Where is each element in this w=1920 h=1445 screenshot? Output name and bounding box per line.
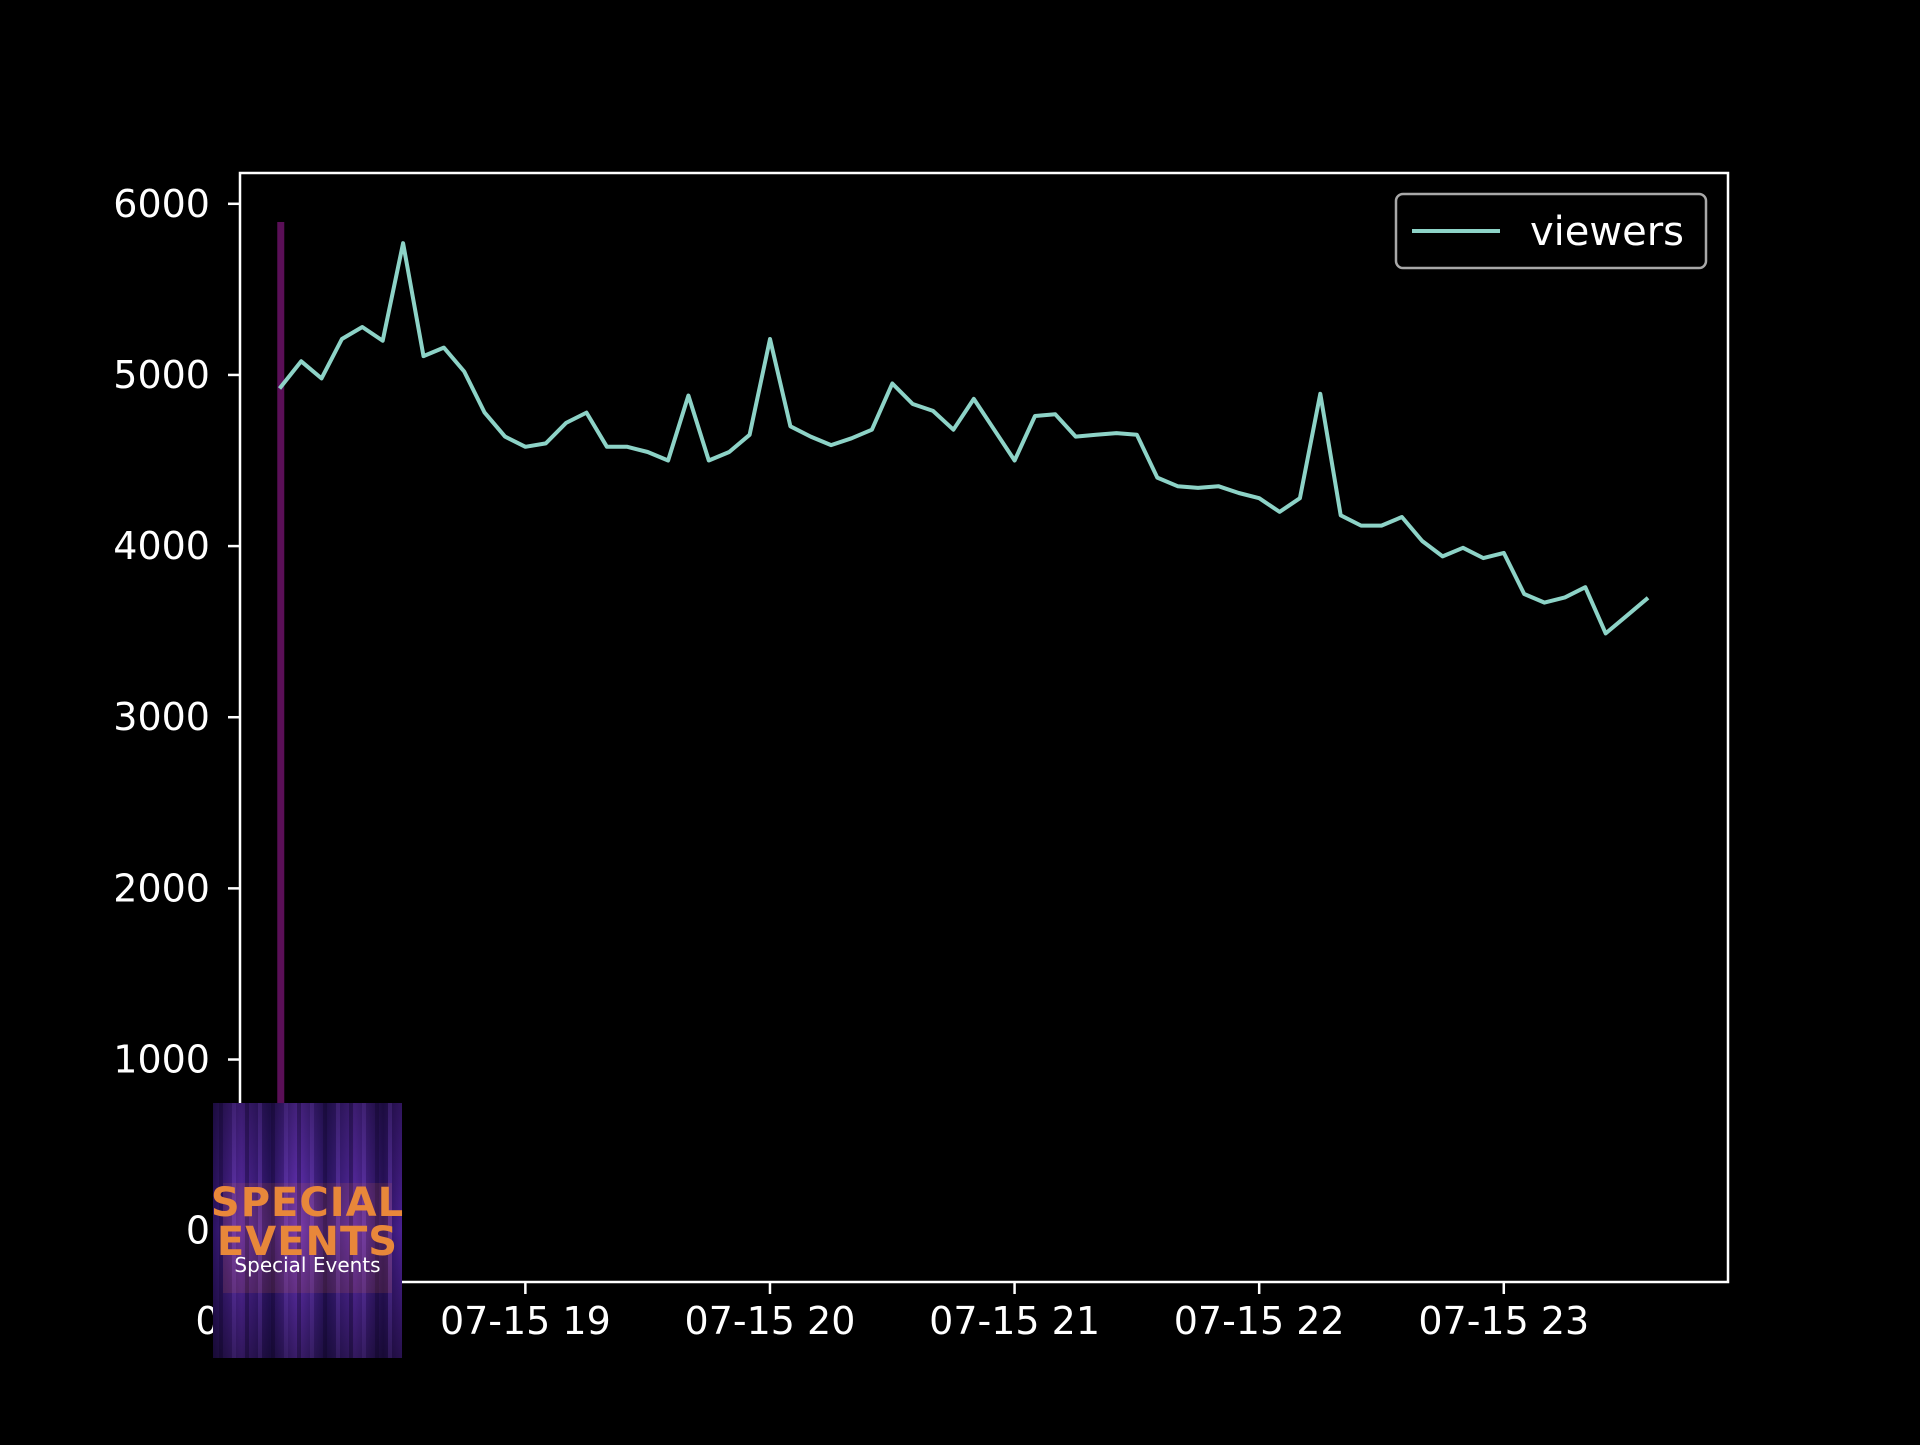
data-point: [1624, 614, 1628, 618]
data-point: [1237, 491, 1241, 495]
data-point: [1481, 556, 1485, 560]
data-point: [1074, 435, 1078, 439]
data-point: [1257, 496, 1261, 500]
legend: viewers: [1394, 192, 1708, 270]
data-point: [421, 354, 425, 358]
x-tick-label: 07-15 23: [1418, 1299, 1589, 1343]
data-point: [1522, 592, 1526, 596]
data-point: [1563, 595, 1567, 599]
x-tick-label: 07-15 19: [440, 1299, 611, 1343]
data-point: [1359, 524, 1363, 528]
y-tick-label: 6000: [113, 182, 210, 226]
data-point: [462, 370, 466, 374]
data-point: [870, 428, 874, 432]
data-point: [768, 337, 772, 341]
data-point: [972, 397, 976, 401]
data-point: [299, 359, 303, 363]
y-tick-label: 1000: [113, 1038, 210, 1082]
data-point: [1441, 554, 1445, 558]
plot-layer: [277, 222, 1650, 1110]
data-point: [788, 424, 792, 428]
thumbnail-shade: [213, 1103, 402, 1358]
data-point: [279, 385, 283, 389]
y-tick-label: 4000: [113, 524, 210, 568]
data-point: [1013, 459, 1017, 463]
data-point: [911, 402, 915, 406]
data-point: [1053, 412, 1057, 416]
data-point: [1583, 585, 1587, 589]
data-point: [1135, 433, 1139, 437]
data-point: [890, 382, 894, 386]
data-point: [727, 450, 731, 454]
data-point: [564, 421, 568, 425]
data-point: [829, 443, 833, 447]
data-point: [544, 441, 548, 445]
data-point: [401, 241, 405, 245]
data-point: [1216, 484, 1220, 488]
data-point: [646, 450, 650, 454]
data-point: [1604, 631, 1608, 635]
data-point: [340, 337, 344, 341]
x-tick-label: 07-15 22: [1174, 1299, 1345, 1343]
data-point: [1420, 539, 1424, 543]
thumbnail-title-line-2: EVENTS: [217, 1219, 398, 1265]
data-point: [381, 339, 385, 343]
data-point: [686, 393, 690, 397]
y-tick-label: 3000: [113, 695, 210, 739]
data-point: [1278, 510, 1282, 514]
y-tick-label: 2000: [113, 866, 210, 910]
y-tick-label: 5000: [113, 353, 210, 397]
data-point: [1502, 551, 1506, 555]
data-point: [523, 445, 527, 449]
data-point: [625, 445, 629, 449]
data-point: [1298, 496, 1302, 500]
data-point: [931, 409, 935, 413]
data-point: [360, 325, 364, 329]
data-point: [1176, 484, 1180, 488]
data-point: [1033, 414, 1037, 418]
data-point: [809, 435, 813, 439]
data-point: [951, 428, 955, 432]
data-point: [1379, 524, 1383, 528]
data-point: [320, 376, 324, 380]
data-point: [666, 459, 670, 463]
y-tick-label: 0: [186, 1209, 210, 1253]
x-tick-label: 07-15 21: [929, 1299, 1100, 1343]
series-line-viewers: [277, 241, 1650, 636]
legend-frame: [1394, 192, 1708, 270]
data-point: [1644, 597, 1648, 601]
axes-frame: [238, 171, 1730, 1284]
data-point: [585, 411, 589, 415]
data-point: [1155, 476, 1159, 480]
data-point: [1196, 486, 1200, 490]
data-point: [442, 346, 446, 350]
data-point: [748, 433, 752, 437]
data-point: [1339, 513, 1343, 517]
data-point: [483, 411, 487, 415]
data-point: [1094, 433, 1098, 437]
data-point: [850, 436, 854, 440]
data-point: [1114, 431, 1118, 435]
data-point: [1543, 601, 1547, 605]
thumbnail-glow: [223, 1183, 392, 1293]
thumbnail-caption: Special Events: [234, 1253, 380, 1277]
thumbnail-title-line-1: SPECIAL: [211, 1180, 404, 1226]
data-point: [992, 428, 996, 432]
data-point: [1400, 515, 1404, 519]
x-tick-label: 07-15 20: [685, 1299, 856, 1343]
data-point: [605, 445, 609, 449]
data-point: [1318, 392, 1322, 396]
legend-label-viewers: viewers: [1530, 209, 1684, 255]
data-point: [707, 459, 711, 463]
data-point: [1461, 546, 1465, 550]
data-point: [503, 435, 507, 439]
